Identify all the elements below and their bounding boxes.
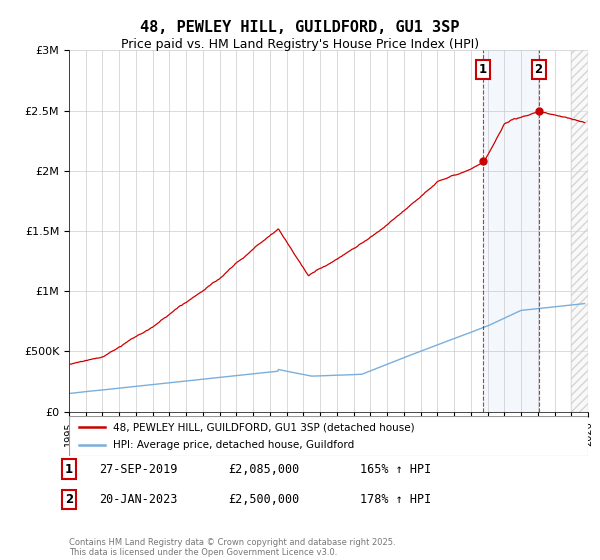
- Text: 1: 1: [479, 63, 487, 76]
- Text: 178% ↑ HPI: 178% ↑ HPI: [360, 493, 431, 506]
- Text: Contains HM Land Registry data © Crown copyright and database right 2025.
This d: Contains HM Land Registry data © Crown c…: [69, 538, 395, 557]
- Text: 1: 1: [65, 463, 73, 476]
- Text: Price paid vs. HM Land Registry's House Price Index (HPI): Price paid vs. HM Land Registry's House …: [121, 38, 479, 51]
- Text: 27-SEP-2019: 27-SEP-2019: [99, 463, 178, 476]
- Text: 2: 2: [535, 63, 542, 76]
- Text: HPI: Average price, detached house, Guildford: HPI: Average price, detached house, Guil…: [113, 440, 355, 450]
- Bar: [571, 50, 588, 412]
- Text: £2,500,000: £2,500,000: [228, 493, 299, 506]
- Text: 48, PEWLEY HILL, GUILDFORD, GU1 3SP: 48, PEWLEY HILL, GUILDFORD, GU1 3SP: [140, 20, 460, 35]
- Text: 2: 2: [65, 493, 73, 506]
- Text: 48, PEWLEY HILL, GUILDFORD, GU1 3SP (detached house): 48, PEWLEY HILL, GUILDFORD, GU1 3SP (det…: [113, 422, 415, 432]
- FancyBboxPatch shape: [69, 416, 588, 456]
- Text: 20-JAN-2023: 20-JAN-2023: [99, 493, 178, 506]
- Text: 165% ↑ HPI: 165% ↑ HPI: [360, 463, 431, 476]
- Text: £2,085,000: £2,085,000: [228, 463, 299, 476]
- Bar: [571, 50, 588, 412]
- Bar: [483, 50, 539, 412]
